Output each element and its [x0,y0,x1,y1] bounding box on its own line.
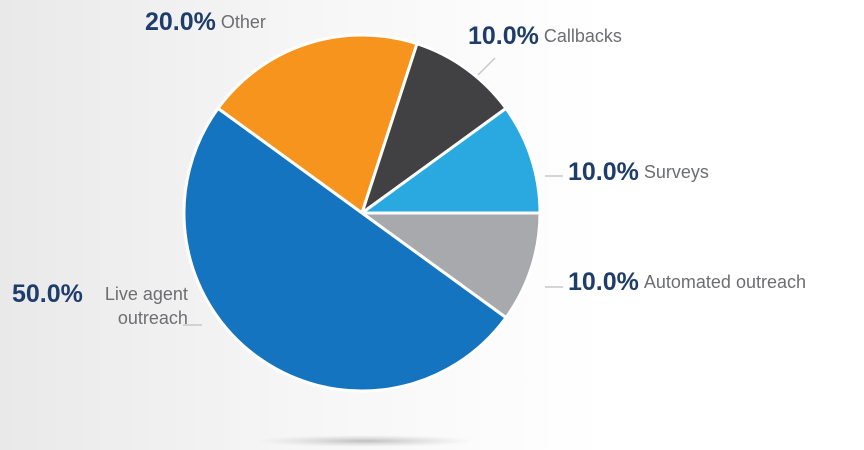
category-label: Other [220,12,266,32]
value-label: 10.0% [568,158,639,186]
slice-label: 10.0% Callbacks [468,22,622,51]
value-label: 10.0% [568,268,639,296]
category-label: Live agent outreach [104,284,188,328]
wedge [182,106,508,393]
leader-line [477,57,496,76]
category-label: Callbacks [543,26,622,46]
pie [182,33,542,393]
wedge [360,42,508,215]
shadow [255,435,475,447]
slice-label: 10.0% Surveys [568,158,709,187]
slice-label: 10.0% Automated outreach [568,268,806,297]
value-label: 20.0% [145,8,216,36]
leader-lines [183,57,563,326]
value-label: 50.0% [12,280,83,308]
wedge [360,211,542,320]
slice-label: 50.0% Live agent outreach [12,280,188,330]
slice-label: 20.0% Other [145,8,266,37]
wedge [216,33,419,215]
category-label: Surveys [643,162,709,182]
category-label: Automated outreach [643,272,806,292]
value-label: 10.0% [468,22,539,50]
wedge [360,106,542,215]
